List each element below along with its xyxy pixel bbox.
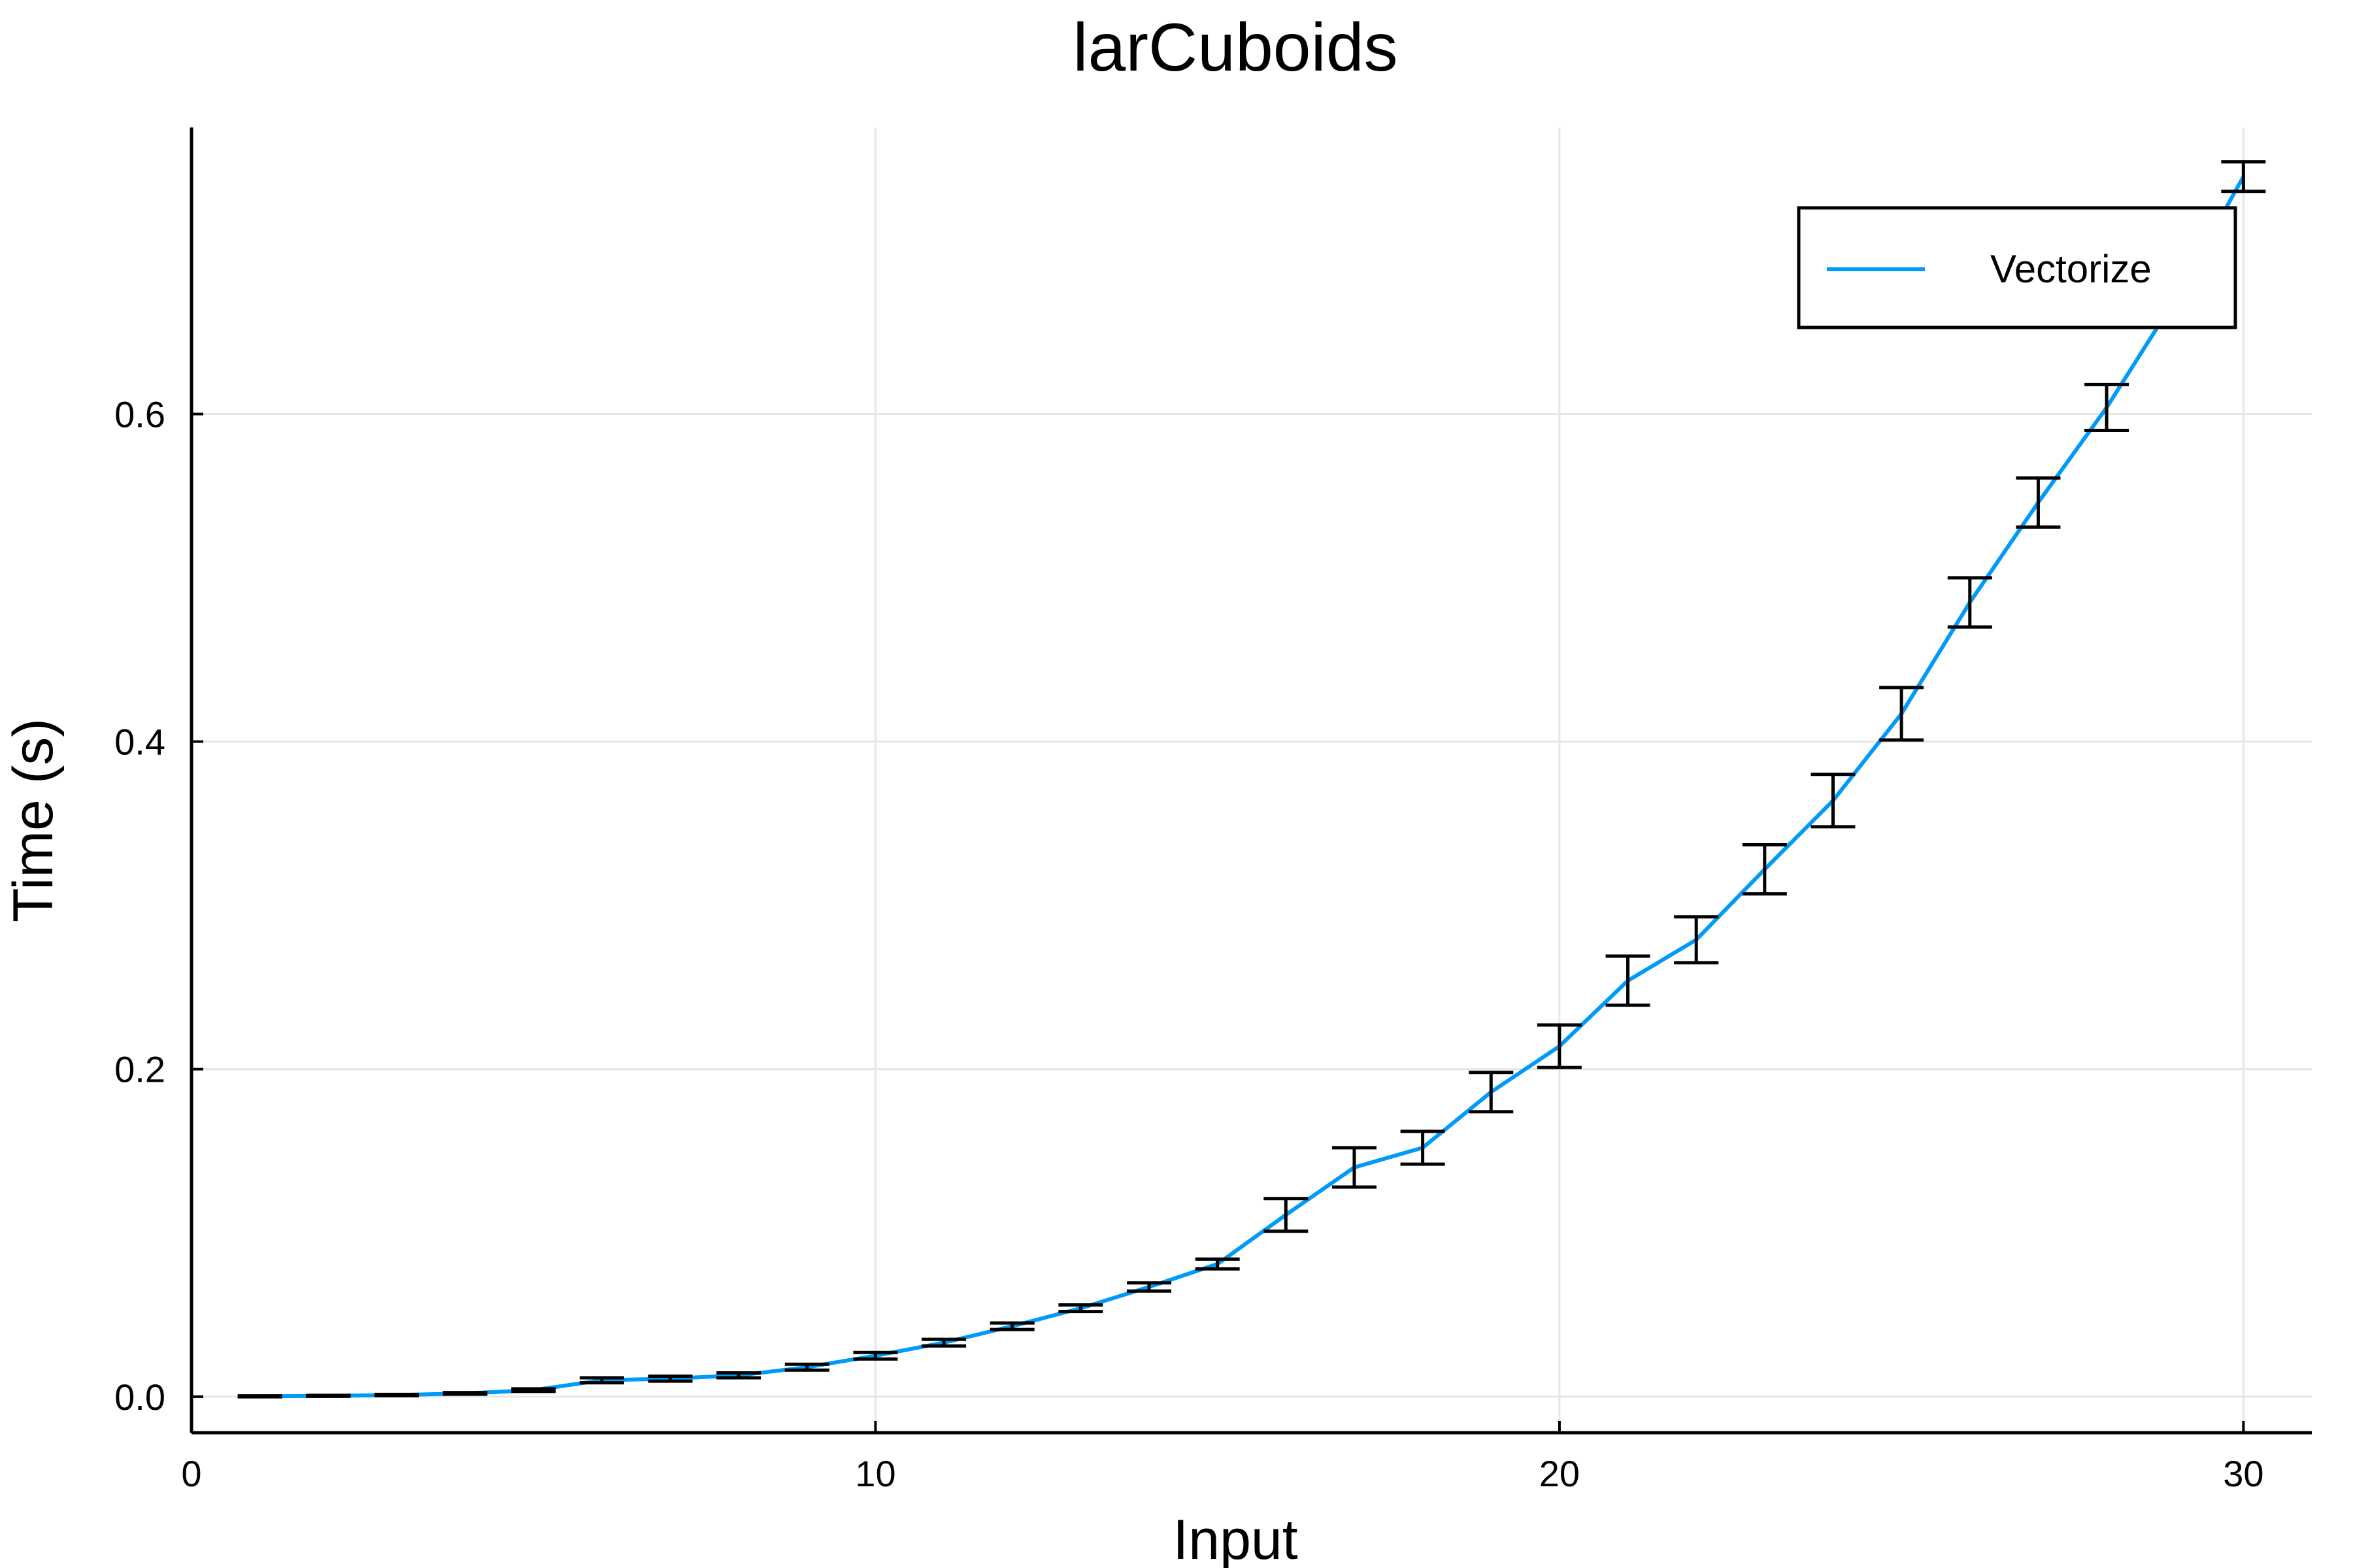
error-bar	[1331, 1146, 1377, 1189]
y-tick-label: 0.6	[114, 393, 165, 435]
x-tick-label: 30	[2223, 1453, 2263, 1494]
x-axis-label: Input	[1173, 1509, 1297, 1568]
error-bar	[1811, 773, 1856, 829]
error-bar	[442, 1391, 488, 1396]
error-bar	[1263, 1197, 1309, 1233]
y-tick-label: 0.4	[114, 722, 165, 763]
error-bar	[579, 1376, 624, 1385]
error-bar	[853, 1350, 898, 1361]
error-bar	[1742, 842, 1787, 896]
error-bar	[1400, 1129, 1445, 1166]
error-bar	[1537, 1023, 1582, 1069]
error-bar	[237, 1394, 282, 1399]
ticks: 0 10 20 30 0.0 0.2 0.4 0.6	[114, 393, 2263, 1494]
error-bar	[648, 1375, 693, 1383]
error-bar	[1674, 915, 1719, 965]
y-tick-label: 0.2	[114, 1049, 165, 1090]
error-bar	[374, 1392, 419, 1397]
error-bar	[2084, 382, 2129, 433]
error-bar	[1469, 1071, 1514, 1114]
error-bar	[1879, 686, 1924, 742]
y-axis-label: Time (s)	[2, 718, 65, 922]
error-bar	[1605, 954, 1650, 1007]
error-bar	[511, 1387, 556, 1393]
error-bar	[1947, 576, 1992, 629]
axes	[190, 127, 2312, 1435]
error-bar	[2016, 476, 2061, 529]
error-bar	[1195, 1257, 1240, 1271]
error-bar	[716, 1371, 761, 1380]
legend: Vectorize	[1797, 206, 2237, 329]
x-tick-label: 10	[855, 1453, 895, 1494]
error-bar	[1058, 1303, 1103, 1314]
error-bar	[784, 1362, 829, 1372]
x-tick-label: 0	[181, 1453, 201, 1494]
error-bar	[922, 1337, 967, 1348]
chart-title: larCuboids	[1073, 10, 1397, 86]
error-bar	[2221, 160, 2266, 193]
x-tick-label: 20	[1539, 1453, 1580, 1494]
error-bar	[1127, 1281, 1172, 1293]
y-tick-label: 0.0	[114, 1376, 165, 1418]
legend-label-vectorize: Vectorize	[1990, 247, 2152, 291]
error-bar	[990, 1321, 1035, 1331]
error-bar	[306, 1393, 351, 1398]
